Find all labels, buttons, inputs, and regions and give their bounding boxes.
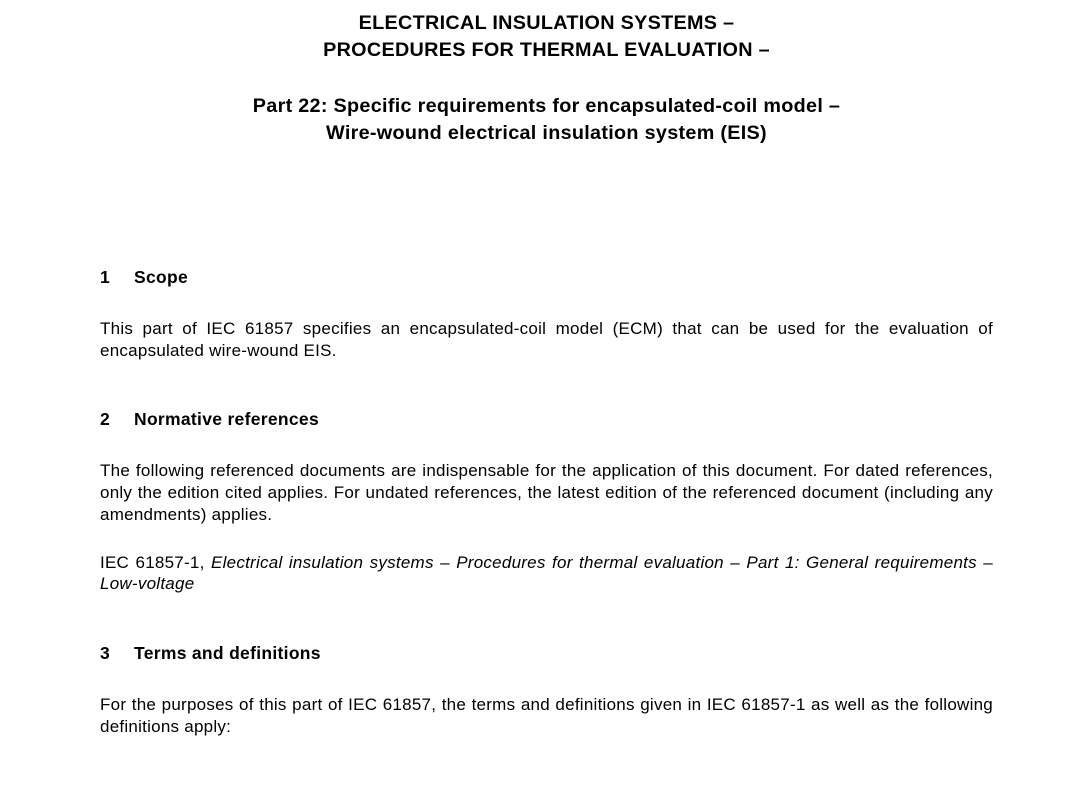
section-title: Normative references	[134, 409, 319, 429]
section-number: 3	[100, 643, 134, 664]
subtitle-line-1: Part 22: Specific requirements for encap…	[100, 93, 993, 120]
reference-title-italic: Electrical insulation systems – Procedur…	[100, 553, 993, 594]
section-body: This part of IEC 61857 specifies an enca…	[100, 318, 993, 362]
section-heading: 3Terms and definitions	[100, 643, 993, 664]
section-normative-references: 2Normative references The following refe…	[100, 409, 993, 595]
section-number: 2	[100, 409, 134, 430]
section-number: 1	[100, 267, 134, 288]
section-title: Terms and definitions	[134, 643, 321, 663]
document-page: ELECTRICAL INSULATION SYSTEMS – PROCEDUR…	[0, 0, 1087, 788]
section-body: The following referenced documents are i…	[100, 460, 993, 525]
section-heading: 2Normative references	[100, 409, 993, 430]
section-terms-definitions: 3Terms and definitions For the purposes …	[100, 643, 993, 738]
section-heading: 1Scope	[100, 267, 993, 288]
section-scope: 1Scope This part of IEC 61857 specifies …	[100, 267, 993, 362]
title-line-2: PROCEDURES FOR THERMAL EVALUATION –	[100, 37, 993, 64]
reference-entry: IEC 61857-1, Electrical insulation syste…	[100, 552, 993, 596]
subtitle: Part 22: Specific requirements for encap…	[100, 93, 993, 146]
title-line-1: ELECTRICAL INSULATION SYSTEMS –	[100, 10, 993, 37]
section-title: Scope	[134, 267, 188, 287]
section-body: For the purposes of this part of IEC 618…	[100, 694, 993, 738]
subtitle-line-2: Wire-wound electrical insulation system …	[100, 120, 993, 147]
main-title: ELECTRICAL INSULATION SYSTEMS – PROCEDUR…	[100, 10, 993, 63]
reference-prefix: IEC 61857-1,	[100, 553, 211, 572]
